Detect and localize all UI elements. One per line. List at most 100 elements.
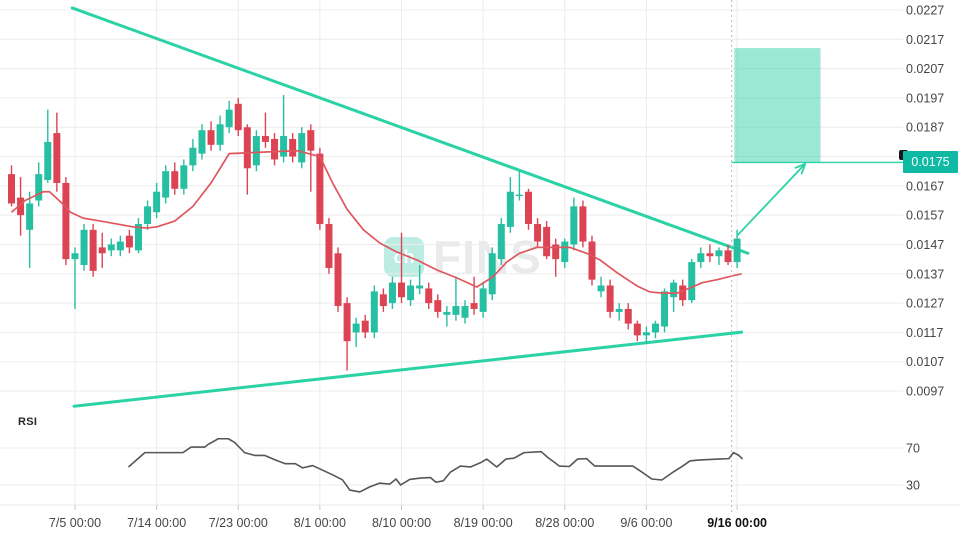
- candle: [207, 121, 215, 151]
- candle-body: [488, 253, 496, 295]
- price-axis-label: 0.0197: [906, 91, 944, 105]
- candle: [615, 303, 623, 321]
- price-axis[interactable]: 0.0227 0.0217 0.0207 0.0197 0.0187 0.0167 0.01…: [906, 4, 944, 493]
- candle: [452, 276, 460, 321]
- candle: [470, 276, 478, 315]
- candle: [524, 188, 532, 230]
- time-axis-label: 8/28 00:00: [535, 516, 594, 530]
- time-axis[interactable]: 7/5 00:00 7/14 00:00 7/23 00:00 8/1 00:00 8/…: [49, 516, 767, 530]
- candle: [180, 159, 188, 195]
- target-zone-rect[interactable]: [734, 48, 821, 162]
- candle-body: [234, 103, 242, 131]
- price-axis-label: 0.0147: [906, 238, 944, 252]
- candle: [642, 326, 650, 345]
- candle: [379, 288, 387, 312]
- candle-body: [307, 130, 315, 151]
- candle-body: [71, 253, 79, 260]
- candle: [298, 127, 306, 169]
- candle: [370, 285, 378, 339]
- candle-body: [261, 136, 269, 142]
- breakout-arrow-line[interactable]: [736, 163, 806, 237]
- time-axis-label: 7/5 00:00: [49, 516, 101, 530]
- candle-body: [189, 147, 197, 166]
- candle-body: [497, 223, 505, 260]
- candle-body: [144, 206, 152, 224]
- candle: [62, 177, 70, 265]
- candle: [26, 191, 34, 268]
- candle-body: [479, 288, 487, 312]
- candle-body: [125, 235, 133, 248]
- candle: [724, 244, 732, 265]
- candle-body: [524, 191, 532, 224]
- candle: [289, 133, 297, 163]
- candle: [633, 320, 641, 342]
- candle: [334, 247, 342, 312]
- candle-body: [107, 244, 115, 251]
- candle: [17, 177, 25, 236]
- candle-body: [606, 285, 614, 312]
- price-axis-label: 0.0137: [906, 267, 944, 281]
- candle: [715, 247, 723, 265]
- candle-body: [679, 285, 687, 301]
- candle: [706, 244, 714, 263]
- price-axis-label: 0.0207: [906, 62, 944, 76]
- candle: [243, 124, 251, 195]
- candle-body: [243, 127, 251, 169]
- candle: [307, 124, 315, 192]
- candle: [497, 218, 505, 265]
- candle: [261, 112, 269, 148]
- candle: [479, 282, 487, 318]
- candle-body: [534, 223, 542, 242]
- candle-body: [8, 174, 15, 204]
- time-axis-label: 9/16 00:00: [707, 516, 767, 530]
- rsi-panel-label: RSI: [18, 416, 38, 428]
- candle: [443, 306, 451, 327]
- candle-body: [89, 229, 97, 271]
- price-axis-label: 0.0097: [906, 385, 944, 399]
- candle-body: [361, 320, 369, 333]
- candle: [543, 221, 551, 260]
- candle-body: [134, 223, 142, 251]
- candle-body: [325, 223, 333, 268]
- candle-body: [398, 282, 406, 298]
- candle-body: [552, 244, 560, 260]
- resistance-trendline[interactable]: [70, 6, 750, 255]
- candle-body: [271, 138, 279, 160]
- candle: [125, 229, 133, 254]
- price-axis-label: 0.0107: [906, 355, 944, 369]
- rsi-line: [127, 437, 744, 493]
- candle-body: [452, 306, 460, 315]
- candle: [162, 165, 170, 204]
- support-trendline[interactable]: [72, 330, 744, 408]
- candle-body: [252, 136, 260, 166]
- candle: [325, 218, 333, 274]
- candle-body: [171, 171, 179, 189]
- candle-body: [425, 288, 433, 304]
- candle: [561, 238, 569, 268]
- watermark-brand-text: FINS: [433, 231, 542, 283]
- candle: [488, 247, 496, 301]
- rsi-axis-label: 70: [906, 442, 920, 456]
- candle-body: [543, 226, 551, 257]
- price-line-value: 0.0175: [911, 155, 950, 170]
- candle-body: [633, 323, 641, 336]
- candle: [606, 279, 614, 318]
- candle: [271, 133, 279, 166]
- candle: [670, 279, 678, 312]
- candle-body: [153, 191, 161, 213]
- candle-body: [443, 311, 451, 315]
- candle: [388, 276, 396, 309]
- price-axis-label: 0.0127: [906, 297, 944, 311]
- candle: [252, 130, 260, 172]
- candle-body: [62, 182, 70, 260]
- candle-body: [642, 332, 650, 336]
- candle: [515, 171, 523, 201]
- candle-body: [17, 197, 25, 216]
- candle-body: [298, 133, 306, 163]
- candle-body: [416, 285, 424, 289]
- time-axis-label: 8/19 00:00: [454, 516, 513, 530]
- price-axis-label: 0.0157: [906, 209, 944, 223]
- candle-body: [624, 308, 632, 324]
